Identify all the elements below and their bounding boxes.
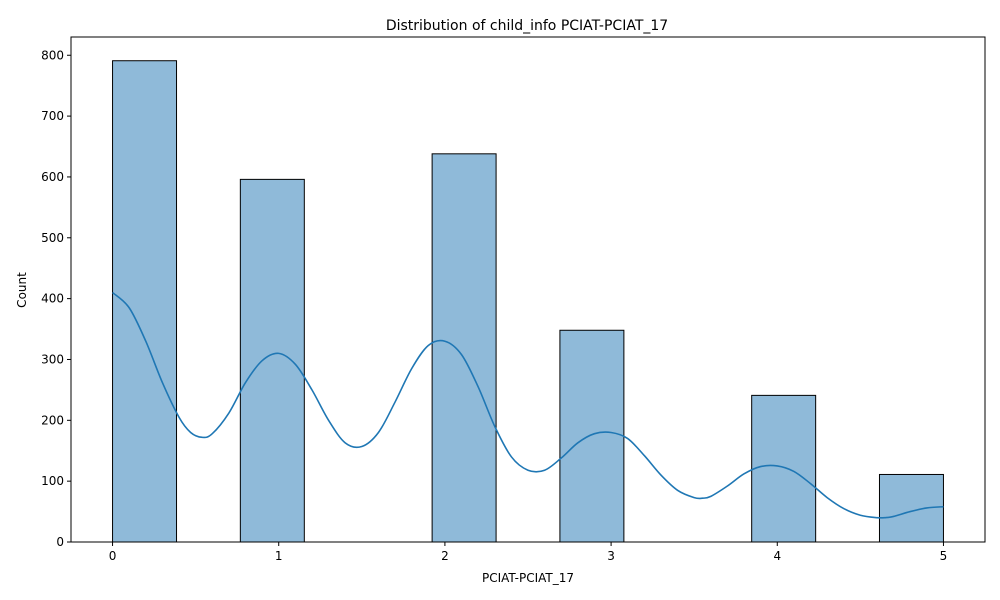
y-tick-label-0: 0 <box>56 535 64 549</box>
histogram-bar-4 <box>751 394 817 543</box>
histogram-bar-2 <box>431 153 497 543</box>
y-tick-label-6: 600 <box>41 170 64 184</box>
histogram-bar-0 <box>112 60 178 543</box>
chart-title: Distribution of child_info PCIAT-PCIAT_1… <box>386 18 668 34</box>
histogram-bar-1 <box>239 178 305 543</box>
kde-curve <box>112 291 944 519</box>
y-axis-label: Count <box>15 272 29 308</box>
x-axis-label: PCIAT-PCIAT_17 <box>482 571 574 585</box>
x-axis: 0 1 2 3 4 5 <box>109 542 948 563</box>
x-tick-label-2: 2 <box>441 549 449 563</box>
y-tick-label-2: 200 <box>41 413 64 427</box>
bars-layer <box>112 60 944 543</box>
x-tick-label-1: 1 <box>275 549 283 563</box>
kde-layer <box>112 291 944 519</box>
y-axis: 0 100 200 300 400 500 600 700 800 <box>41 48 71 549</box>
histogram-bar-5 <box>878 473 944 543</box>
y-tick-label-3: 300 <box>41 352 64 366</box>
plot-frame <box>70 36 986 543</box>
y-tick-label-5: 500 <box>41 231 64 245</box>
x-tick-label-3: 3 <box>607 549 615 563</box>
y-tick-label-7: 700 <box>41 109 64 123</box>
y-tick-label-4: 400 <box>41 292 64 306</box>
y-tick-label-1: 100 <box>41 474 64 488</box>
x-tick-label-4: 4 <box>773 549 781 563</box>
y-tick-label-8: 800 <box>41 48 64 62</box>
x-tick-label-5: 5 <box>940 549 948 563</box>
histogram-bar-3 <box>559 329 625 543</box>
x-tick-label-0: 0 <box>109 549 117 563</box>
